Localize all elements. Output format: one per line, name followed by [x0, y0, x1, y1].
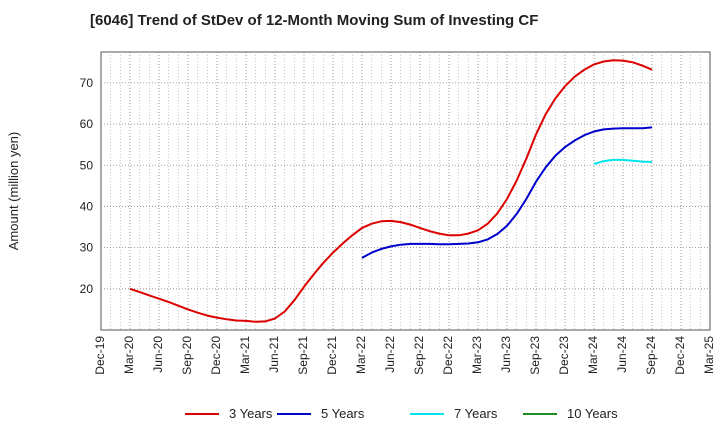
x-tick-label: Sep-24 — [644, 336, 658, 375]
x-tick-label: Mar-20 — [122, 336, 136, 374]
x-tick-label: Sep-23 — [528, 336, 542, 375]
x-tick-label: Dec-19 — [93, 336, 107, 375]
y-tick-label: 70 — [80, 76, 94, 90]
y-tick-label: 50 — [80, 158, 94, 172]
x-tick-label: Dec-23 — [557, 336, 571, 375]
series-line-3-years — [129, 59, 653, 323]
legend-label: 7 Years — [454, 406, 498, 421]
x-tick-label: Dec-22 — [441, 336, 455, 375]
x-tick-label: Dec-20 — [209, 336, 223, 375]
plot-area — [100, 51, 711, 331]
y-tick-label: 20 — [80, 282, 94, 296]
legend-swatch — [185, 412, 219, 415]
x-tick-label: Sep-20 — [180, 336, 194, 375]
x-tick-label: Dec-21 — [325, 336, 339, 375]
legend-item: 10 Years — [523, 406, 618, 421]
x-tick-label: Sep-21 — [296, 336, 310, 375]
y-tick-label: 30 — [80, 241, 94, 255]
series-line-7-years — [593, 158, 653, 165]
legend-swatch — [410, 412, 444, 415]
x-tick-label: Mar-22 — [354, 336, 368, 374]
x-tick-label: Mar-25 — [702, 336, 716, 374]
x-tick-label: Jun-23 — [499, 336, 513, 373]
x-tick-label: Jun-24 — [615, 336, 629, 373]
x-tick-label: Jun-22 — [383, 336, 397, 373]
legend-item: 5 Years — [277, 406, 364, 421]
x-tick-label: Mar-21 — [238, 336, 252, 374]
x-tick-label: Mar-23 — [470, 336, 484, 374]
chart-title: [6046] Trend of StDev of 12-Month Moving… — [90, 12, 539, 29]
y-tick-label: 40 — [80, 199, 94, 213]
legend-label: 10 Years — [567, 406, 618, 421]
chart-legend: 3 Years 5 Years 7 Years 10 Years — [0, 406, 720, 426]
legend-label: 3 Years — [229, 406, 273, 421]
x-tick-label: Jun-20 — [151, 336, 165, 373]
x-tick-label: Sep-22 — [412, 336, 426, 375]
y-tick-label: 60 — [80, 117, 94, 131]
x-tick-label: Dec-24 — [673, 336, 687, 375]
legend-item: 7 Years — [410, 406, 497, 421]
x-tick-label: Jun-21 — [267, 336, 281, 373]
x-tick-label: Mar-24 — [586, 336, 600, 374]
series-line-5-years — [361, 126, 653, 259]
legend-swatch — [277, 412, 311, 415]
legend-item: 3 Years — [185, 406, 272, 421]
legend-label: 5 Years — [321, 406, 365, 421]
legend-swatch — [523, 412, 557, 415]
y-axis-label: Amount (million yen) — [6, 132, 21, 251]
